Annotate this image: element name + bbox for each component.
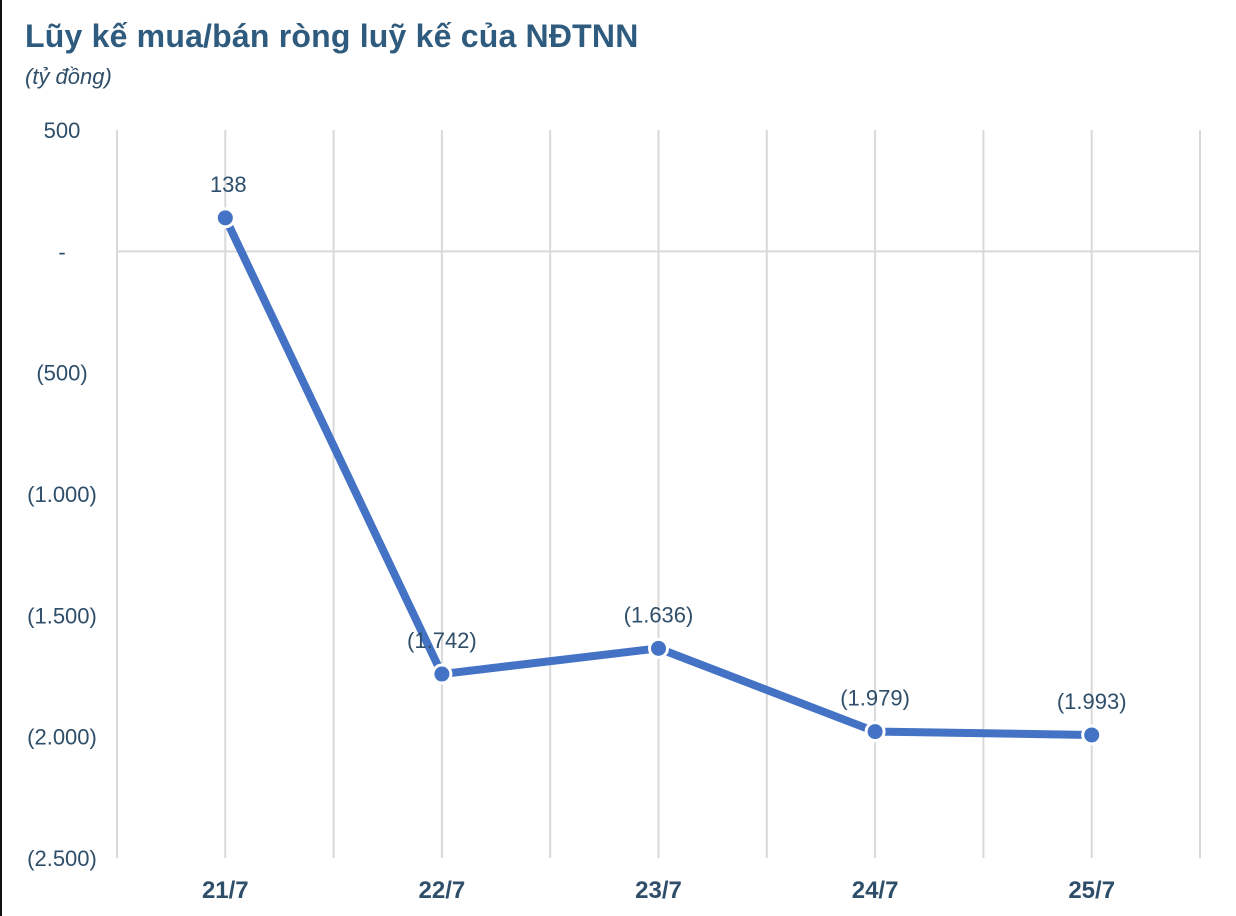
x-tick-label: 23/7 [635,877,682,904]
gridlines [116,130,1201,858]
y-tick-label: 500 [44,118,81,143]
data-label: (1.993) [1057,689,1127,714]
data-series [214,207,1103,746]
y-tick-label: (500) [36,361,87,386]
y-tick-label: (1.000) [27,482,97,507]
data-label: (1.979) [840,686,910,711]
y-tick-label: (2.000) [27,725,97,750]
x-tick-label: 25/7 [1068,877,1115,904]
x-tick-label: 24/7 [852,877,899,904]
data-point-marker [1081,724,1103,746]
y-tick-label: - [58,239,65,264]
x-axis: 21/7 22/7 23/7 24/7 25/7 [202,877,1115,904]
data-point-marker [214,207,236,229]
data-labels: 138 (1.742) (1.636) (1.979) (1.993) [210,172,1127,714]
x-tick-label: 22/7 [419,877,466,904]
data-label: (1.636) [624,602,694,627]
data-point-marker [864,721,886,743]
y-axis: 500 - (500) (1.000) (1.500) (2.000) (2.500) [27,118,97,871]
x-tick-label: 21/7 [202,877,249,904]
chart-subtitle: (tỷ đồng) [25,64,112,89]
chart-title: Lũy kế mua/bán ròng luỹ kế của NĐTNN [25,18,639,54]
data-point-marker [648,637,669,659]
data-point-marker [431,663,453,685]
y-tick-label: (2.500) [27,846,97,871]
data-label: (1.742) [407,628,477,653]
y-tick-label: (1.500) [27,603,97,628]
data-label: 138 [210,172,247,197]
